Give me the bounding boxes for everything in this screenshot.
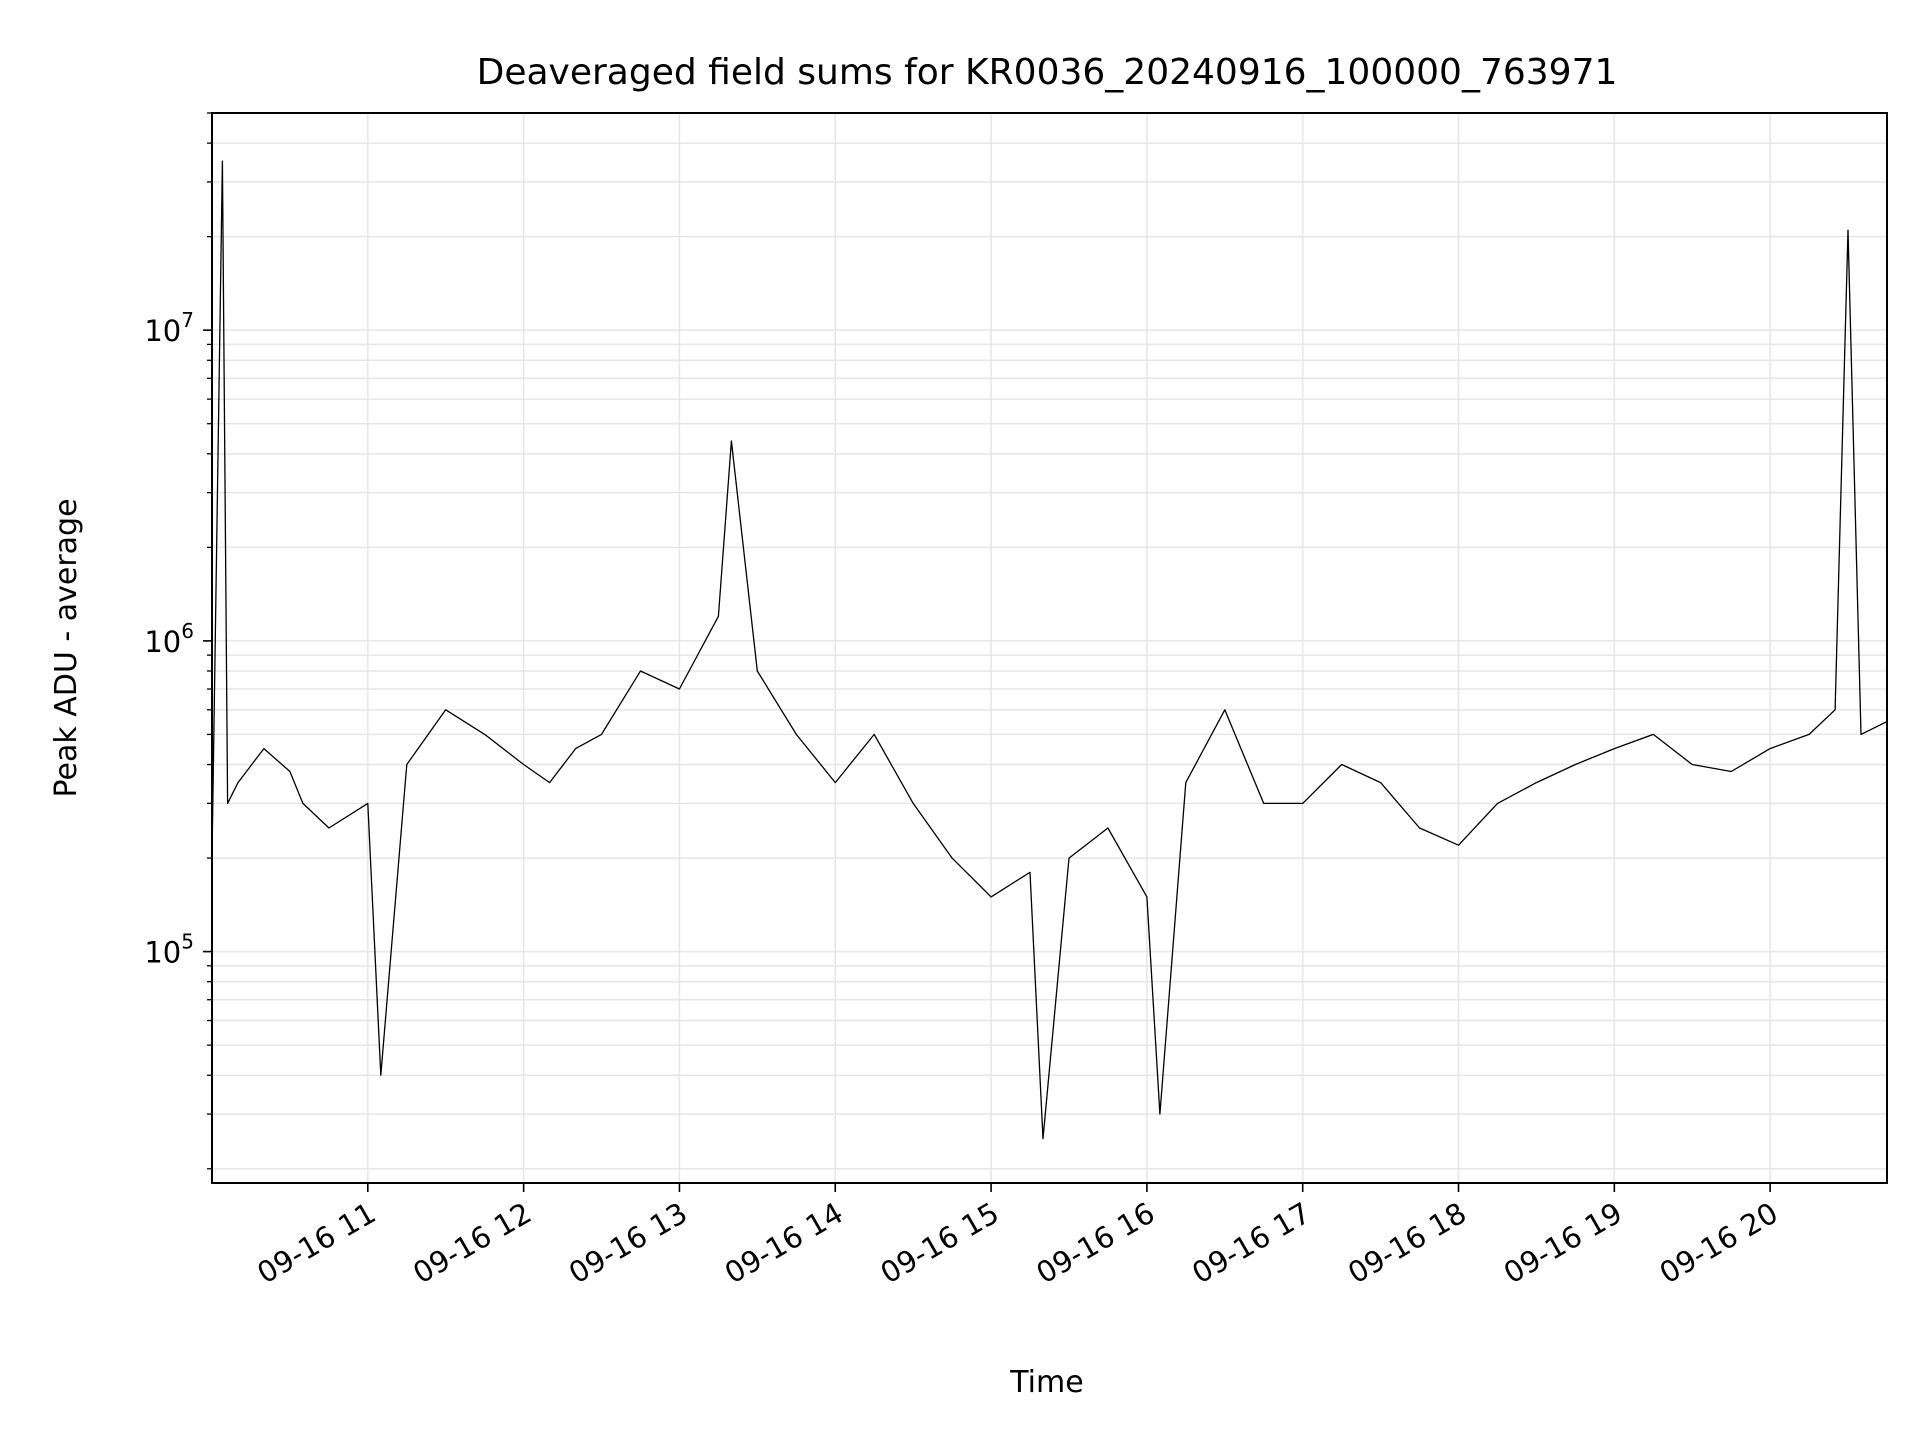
chart-title: Deaveraged field sums for KR0036_2024091… <box>477 52 1618 93</box>
x-axis-label: Time <box>1009 1365 1083 1400</box>
x-tick-label: 09-16 14 <box>719 1196 849 1291</box>
plot-frame <box>211 112 1888 1184</box>
y-tick-label: 107 <box>144 308 194 348</box>
y-axis-label: Peak ADU - average <box>49 498 84 797</box>
series-line <box>211 160 1888 1140</box>
x-tick-label: 09-16 17 <box>1186 1196 1316 1291</box>
y-tick-label: 106 <box>144 619 194 659</box>
y-tick-label: 105 <box>144 930 194 970</box>
x-tick-label: 09-16 16 <box>1030 1196 1160 1291</box>
series-layer <box>211 160 1888 1140</box>
x-axis-ticks: 09-16 11 09-16 12 09-16 13 09-16 14 09-16 15… <box>251 1183 1784 1291</box>
y-axis-ticks: 105 106 107 <box>144 112 212 1170</box>
grid-layer <box>212 112 1887 1183</box>
x-tick-label: 09-16 20 <box>1654 1196 1784 1291</box>
x-tick-label: 09-16 12 <box>407 1196 537 1291</box>
x-tick-label: 09-16 19 <box>1498 1196 1628 1291</box>
x-tick-label: 09-16 15 <box>875 1196 1005 1291</box>
x-tick-label: 09-16 18 <box>1342 1196 1472 1291</box>
x-tick-label: 09-16 13 <box>563 1196 693 1291</box>
x-tick-label: 09-16 11 <box>251 1196 381 1291</box>
